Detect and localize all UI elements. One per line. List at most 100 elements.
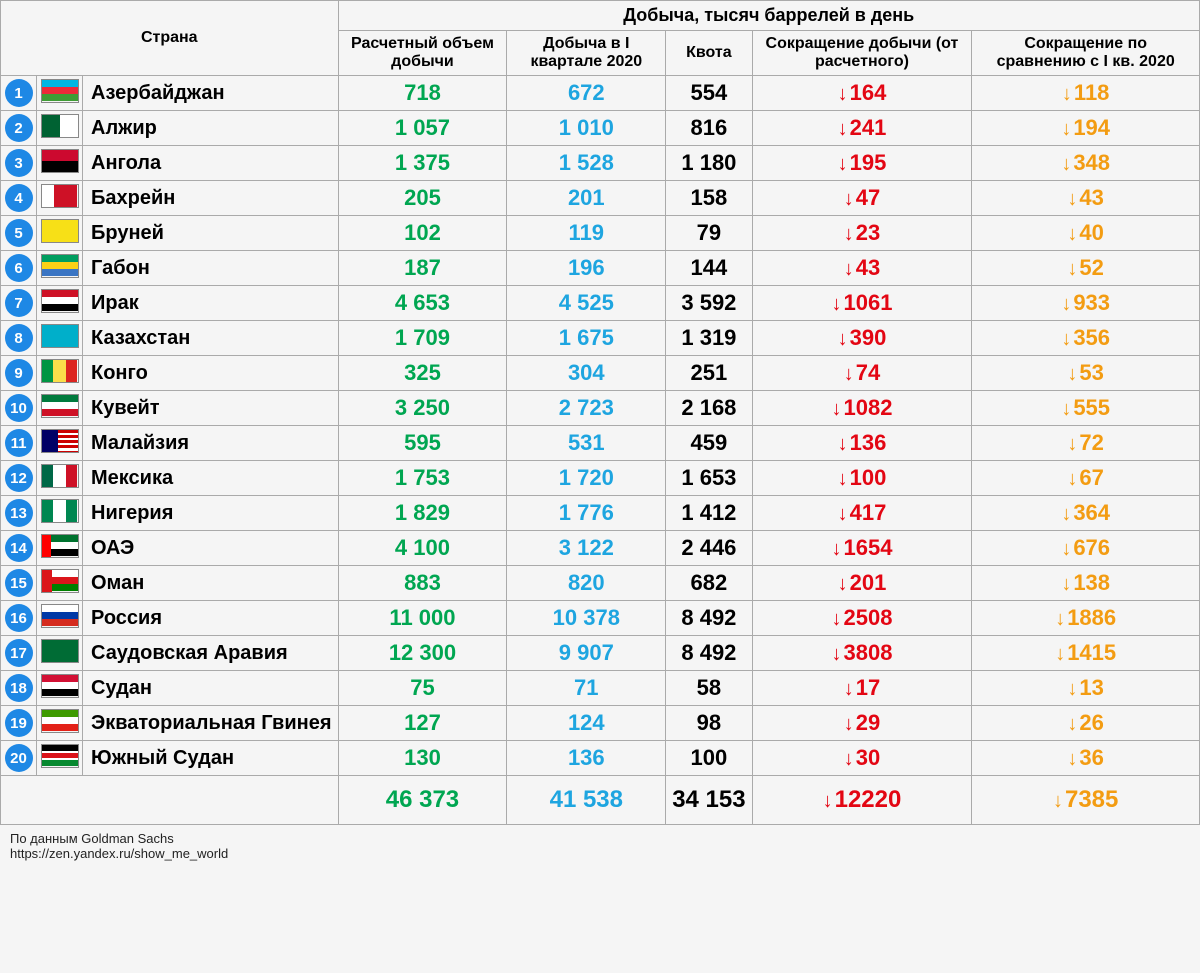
cell-cut-est: ↓417 [752, 496, 972, 531]
flag-cell [37, 671, 83, 706]
total-cut-est: ↓12220 [752, 776, 972, 825]
country-name: Россия [83, 601, 339, 636]
col-cut-est: Сокращение добычи (от расчетного) [752, 31, 972, 76]
rank-cell: 8 [1, 321, 37, 356]
cell-cut-est: ↓100 [752, 461, 972, 496]
down-arrow-icon: ↓ [1055, 608, 1065, 630]
col-q1-2020: Добыча в I квартале 2020 [507, 31, 666, 76]
rank-cell: 20 [1, 741, 37, 776]
down-arrow-icon: ↓ [1061, 293, 1071, 315]
down-arrow-icon: ↓ [1067, 433, 1077, 455]
cell-est: 1 057 [338, 111, 507, 146]
rank-badge: 3 [5, 149, 33, 177]
table-row: 18 Судан 75 71 58 ↓17 ↓13 [1, 671, 1200, 706]
cell-cut-q1: ↓26 [972, 706, 1200, 741]
table-row: 15 Оман 883 820 682 ↓201 ↓138 [1, 566, 1200, 601]
down-arrow-icon: ↓ [1053, 790, 1063, 812]
country-name: Бруней [83, 216, 339, 251]
cell-quota: 79 [666, 216, 752, 251]
rank-badge: 9 [5, 359, 33, 387]
cell-quota: 8 492 [666, 601, 752, 636]
down-arrow-icon: ↓ [1061, 538, 1071, 560]
rank-cell: 1 [1, 76, 37, 111]
flag-icon [41, 674, 79, 698]
rank-cell: 5 [1, 216, 37, 251]
cell-cut-est: ↓3808 [752, 636, 972, 671]
down-arrow-icon: ↓ [1061, 328, 1071, 350]
cell-est: 75 [338, 671, 507, 706]
rank-cell: 18 [1, 671, 37, 706]
country-name: Южный Судан [83, 741, 339, 776]
cell-est: 12 300 [338, 636, 507, 671]
cell-q1: 136 [507, 741, 666, 776]
cell-quota: 98 [666, 706, 752, 741]
rank-badge: 16 [5, 604, 33, 632]
cell-cut-est: ↓390 [752, 321, 972, 356]
down-arrow-icon: ↓ [1062, 83, 1072, 105]
total-cut-q1: ↓7385 [972, 776, 1200, 825]
cell-cut-q1: ↓67 [972, 461, 1200, 496]
rank-badge: 6 [5, 254, 33, 282]
cell-est: 3 250 [338, 391, 507, 426]
cell-q1: 2 723 [507, 391, 666, 426]
down-arrow-icon: ↓ [844, 223, 854, 245]
footer-note: По данным Goldman Sachs https://zen.yand… [0, 825, 1200, 867]
rank-badge: 15 [5, 569, 33, 597]
country-name: Конго [83, 356, 339, 391]
rank-badge: 18 [5, 674, 33, 702]
rank-cell: 12 [1, 461, 37, 496]
down-arrow-icon: ↓ [1055, 643, 1065, 665]
down-arrow-icon: ↓ [838, 433, 848, 455]
cell-cut-est: ↓201 [752, 566, 972, 601]
cell-cut-q1: ↓555 [972, 391, 1200, 426]
flag-cell [37, 321, 83, 356]
flag-icon [41, 534, 79, 558]
rank-badge: 17 [5, 639, 33, 667]
rank-cell: 2 [1, 111, 37, 146]
cell-cut-est: ↓30 [752, 741, 972, 776]
down-arrow-icon: ↓ [1067, 223, 1077, 245]
cell-q1: 10 378 [507, 601, 666, 636]
cell-cut-q1: ↓1886 [972, 601, 1200, 636]
flag-cell [37, 601, 83, 636]
rank-badge: 12 [5, 464, 33, 492]
down-arrow-icon: ↓ [1061, 573, 1071, 595]
total-q1: 41 538 [507, 776, 666, 825]
cell-q1: 1 776 [507, 496, 666, 531]
flag-icon [41, 499, 79, 523]
down-arrow-icon: ↓ [844, 678, 854, 700]
cell-quota: 58 [666, 671, 752, 706]
oil-production-table: Страна Добыча, тысяч баррелей в день Рас… [0, 0, 1200, 825]
cell-q1: 4 525 [507, 286, 666, 321]
rank-cell: 16 [1, 601, 37, 636]
down-arrow-icon: ↓ [1061, 503, 1071, 525]
country-name: ОАЭ [83, 531, 339, 566]
flag-icon [41, 289, 79, 313]
cell-quota: 251 [666, 356, 752, 391]
col-supertitle: Добыча, тысяч баррелей в день [338, 1, 1199, 31]
table-row: 19 Экваториальная Гвинея 127 124 98 ↓29 … [1, 706, 1200, 741]
cell-q1: 119 [507, 216, 666, 251]
cell-est: 1 829 [338, 496, 507, 531]
flag-cell [37, 146, 83, 181]
cell-cut-est: ↓1061 [752, 286, 972, 321]
cell-est: 4 100 [338, 531, 507, 566]
down-arrow-icon: ↓ [838, 468, 848, 490]
flag-cell [37, 286, 83, 321]
rank-badge: 19 [5, 709, 33, 737]
cell-cut-est: ↓2508 [752, 601, 972, 636]
flag-cell [37, 706, 83, 741]
cell-est: 130 [338, 741, 507, 776]
down-arrow-icon: ↓ [844, 363, 854, 385]
cell-q1: 1 528 [507, 146, 666, 181]
flag-icon [41, 639, 79, 663]
table-row: 1 Азербайджан 718 672 554 ↓164 ↓118 [1, 76, 1200, 111]
cell-cut-q1: ↓36 [972, 741, 1200, 776]
rank-cell: 11 [1, 426, 37, 461]
flag-cell [37, 181, 83, 216]
cell-est: 1 753 [338, 461, 507, 496]
flag-cell [37, 426, 83, 461]
cell-est: 883 [338, 566, 507, 601]
cell-quota: 1 653 [666, 461, 752, 496]
down-arrow-icon: ↓ [844, 713, 854, 735]
